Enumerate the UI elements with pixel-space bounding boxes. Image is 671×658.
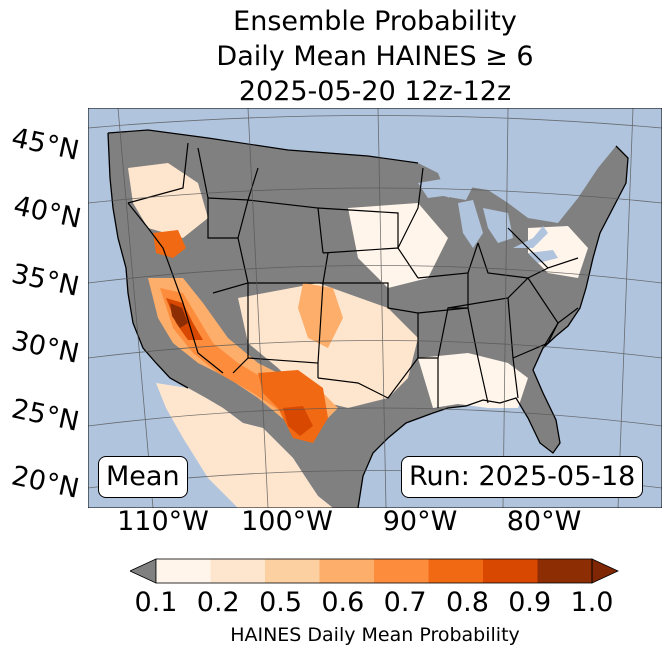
colorbar-segment	[265, 559, 320, 583]
colorbar-over-arrow	[591, 558, 619, 584]
lat-label-40: 40°N	[10, 190, 84, 235]
colorbar-tick-label: 1.0	[570, 587, 614, 618]
lat-label-25: 25°N	[8, 393, 82, 438]
lat-label-30: 30°N	[8, 325, 82, 370]
colorbar-label: HAINES Daily Mean Probability	[230, 624, 520, 646]
prob-area-northeast	[528, 226, 588, 278]
title-line-1: Ensemble Probability	[233, 6, 517, 37]
colorbar-segment	[428, 559, 484, 583]
colorbar-tick-label: 0.7	[383, 587, 427, 618]
colorbar-segment	[319, 559, 375, 583]
mexico-landmass	[156, 383, 333, 508]
lon-label-80: 80°W	[506, 506, 582, 537]
great-lakes	[418, 178, 558, 263]
colorbar-tick-label: 0.9	[508, 587, 552, 618]
run-date-box: Run: 2025-05-18	[401, 456, 644, 498]
state-borders	[107, 129, 579, 408]
prob-area-utah	[153, 230, 186, 258]
title-line-2: Daily Mean HAINES ≥ 6	[216, 41, 534, 72]
colorbar-under-arrow	[130, 558, 157, 584]
colorbar-tick-label: 0.5	[259, 587, 303, 618]
colorbar-tick-label: 0.8	[445, 587, 489, 618]
mean-label-box: Mean	[98, 456, 188, 498]
lat-label-45: 45°N	[8, 122, 82, 167]
colorbar	[130, 558, 619, 584]
title-line-3: 2025-05-20 12z-12z	[238, 76, 512, 107]
colorbar-segment	[156, 559, 211, 583]
prob-area-southeast	[418, 353, 528, 408]
lon-label-90: 90°W	[382, 506, 458, 537]
prob-area-northwest	[128, 163, 208, 238]
lat-label-35: 35°N	[8, 258, 82, 303]
colorbar-segment	[374, 559, 429, 583]
colorbar-frame	[155, 558, 593, 584]
prob-area-texas-core	[283, 406, 313, 436]
lat-label-20: 20°N	[8, 460, 82, 505]
colorbar-tick-label: 0.6	[321, 587, 365, 618]
colorbar-tick-label: 0.2	[196, 587, 240, 618]
colorbar-segment	[537, 559, 593, 583]
colorbar-segment	[210, 559, 266, 583]
graticule	[88, 108, 662, 508]
prob-area-max	[170, 303, 188, 328]
colorbar-tick-label: 0.1	[134, 587, 178, 618]
lon-label-100: 100°W	[241, 506, 333, 537]
lon-label-110: 110°W	[117, 506, 209, 537]
coastline	[107, 132, 629, 508]
colorbar-segment	[483, 559, 538, 583]
map-panel	[88, 108, 662, 508]
